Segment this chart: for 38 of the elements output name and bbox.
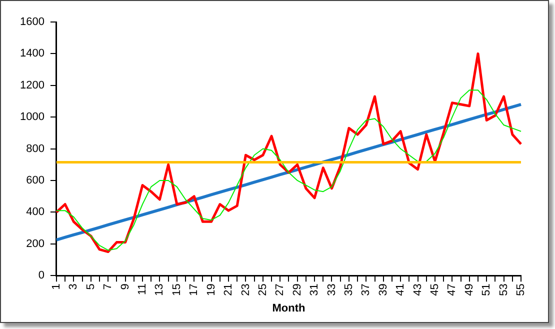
- y-tick-label: 800: [26, 142, 44, 155]
- y-tick-label: 1000: [20, 111, 44, 124]
- y-tick-label: 0: [38, 270, 44, 282]
- x-tick-label: 53: [498, 284, 510, 296]
- y-tick-label: 400: [26, 206, 44, 218]
- x-tick-label: 51: [480, 284, 493, 296]
- x-tick-label: 23: [240, 284, 252, 296]
- x-tick-label: 41: [394, 284, 407, 296]
- x-tick-label: 13: [154, 284, 166, 296]
- x-tick-label: 25: [256, 284, 269, 296]
- x-tick-label: 29: [291, 284, 304, 296]
- x-tick-label: 15: [170, 284, 183, 296]
- x-tick-label: 37: [360, 284, 372, 296]
- y-tick-label: 200: [26, 238, 44, 250]
- x-tick-label: 11: [136, 284, 149, 295]
- y-tick-label: 600: [26, 174, 44, 187]
- x-tick-label: 9: [119, 284, 132, 290]
- x-tick-label: 27: [274, 284, 286, 296]
- x-tick-label: 19: [205, 284, 218, 296]
- x-tick-label: 39: [377, 284, 390, 296]
- y-tick-label: 1600: [20, 16, 44, 28]
- x-tick-label: 1: [50, 284, 62, 290]
- x-tick-label: 21: [222, 284, 235, 296]
- y-tick-label: 1200: [20, 79, 44, 92]
- x-tick-label: 3: [68, 284, 80, 290]
- x-tick-label: 35: [342, 284, 355, 296]
- y-tick-label: 1400: [20, 48, 44, 60]
- x-tick-label: 7: [102, 284, 114, 290]
- x-tick-label: 49: [463, 284, 476, 296]
- x-tick-label: 47: [446, 284, 458, 296]
- x-tick-label: 31: [308, 284, 321, 296]
- x-tick-label: 33: [326, 284, 338, 296]
- x-tick-label: 5: [84, 284, 97, 290]
- x-tick-label: 43: [412, 284, 424, 296]
- x-tick-label: 17: [188, 284, 200, 296]
- x-tick-label: 55: [515, 284, 528, 296]
- x-axis-title: Month: [272, 302, 306, 314]
- x-tick-label: 45: [429, 284, 442, 296]
